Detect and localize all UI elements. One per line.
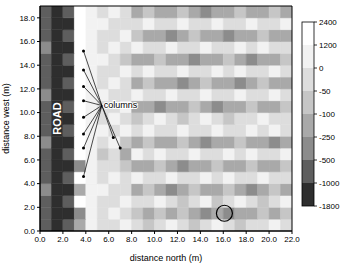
- svg-text:1200: 1200: [319, 41, 337, 50]
- svg-text:-250: -250: [319, 133, 336, 142]
- svg-text:12.0: 12.0: [170, 235, 186, 244]
- svg-text:distance west (m): distance west (m): [8, 83, 11, 154]
- svg-text:14.0: 14.0: [19, 61, 35, 70]
- svg-text:0.0: 0.0: [24, 227, 36, 236]
- svg-text:10.0: 10.0: [19, 108, 35, 117]
- svg-text:12.0: 12.0: [19, 85, 35, 94]
- svg-text:ROAD: ROAD: [51, 102, 63, 134]
- svg-text:distance north (m): distance north (m): [130, 253, 203, 263]
- svg-text:22.0: 22.0: [284, 235, 300, 244]
- svg-text:20.0: 20.0: [261, 235, 277, 244]
- svg-text:16.0: 16.0: [215, 235, 231, 244]
- svg-text:0: 0: [319, 64, 324, 73]
- svg-text:16.0: 16.0: [19, 37, 35, 46]
- svg-text:6.0: 6.0: [103, 235, 115, 244]
- svg-text:4.0: 4.0: [24, 179, 36, 188]
- svg-text:0.0: 0.0: [34, 235, 46, 244]
- svg-text:10.0: 10.0: [147, 235, 163, 244]
- svg-text:2.0: 2.0: [57, 235, 69, 244]
- svg-text:-500: -500: [319, 156, 336, 165]
- svg-text:-50: -50: [319, 87, 331, 96]
- svg-text:-1800: -1800: [319, 202, 340, 211]
- svg-text:14.0: 14.0: [193, 235, 209, 244]
- svg-text:18.0: 18.0: [19, 14, 35, 23]
- svg-text:4.0: 4.0: [80, 235, 92, 244]
- svg-text:-100: -100: [319, 110, 336, 119]
- svg-text:18.0: 18.0: [238, 235, 254, 244]
- svg-text:8.0: 8.0: [24, 132, 36, 141]
- svg-text:columns: columns: [104, 100, 138, 110]
- svg-text:6.0: 6.0: [24, 156, 36, 165]
- svg-text:2.0: 2.0: [24, 203, 36, 212]
- svg-text:2400: 2400: [319, 18, 337, 27]
- svg-text:-1000: -1000: [319, 179, 340, 188]
- svg-text:8.0: 8.0: [126, 235, 138, 244]
